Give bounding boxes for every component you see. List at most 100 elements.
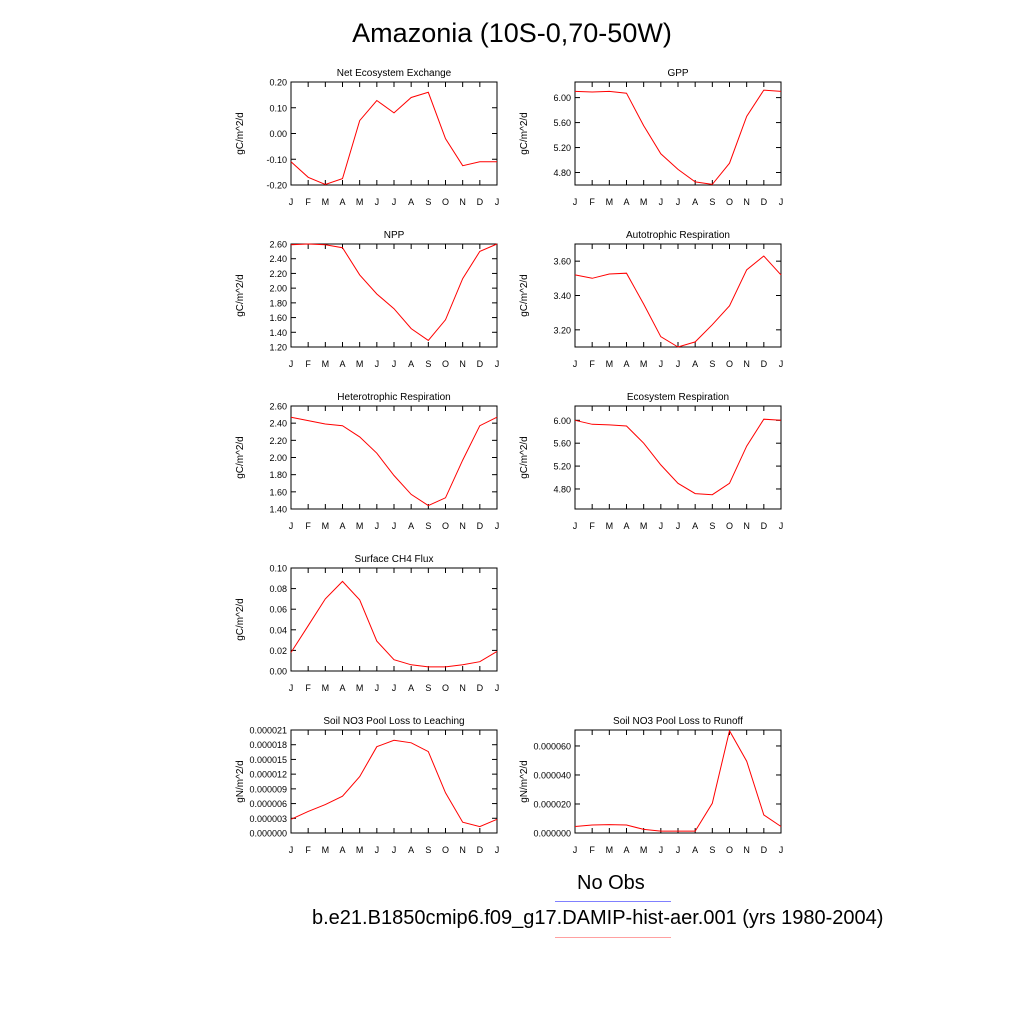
x-tick-label: M	[640, 359, 648, 369]
y-tick-label: 1.80	[269, 470, 287, 480]
x-tick-label: D	[761, 197, 768, 207]
x-tick-label: O	[726, 359, 733, 369]
x-tick-label: J	[375, 521, 380, 531]
x-tick-label: N	[743, 845, 750, 855]
x-tick-label: J	[573, 359, 578, 369]
x-tick-label: J	[676, 197, 681, 207]
x-tick-label: J	[573, 197, 578, 207]
plot-frame	[574, 243, 782, 348]
y-axis-label: gC/m^2/d	[235, 112, 246, 155]
x-tick-label: A	[339, 683, 345, 693]
x-tick-label: J	[573, 521, 578, 531]
x-tick-label: S	[425, 683, 431, 693]
y-tick-label: 0.000018	[249, 740, 287, 750]
x-tick-label: A	[339, 197, 345, 207]
y-tick-label: 2.60	[269, 402, 287, 412]
plot-frame	[290, 729, 498, 834]
x-tick-label: J	[392, 845, 397, 855]
panel-title: Heterotrophic Respiration	[337, 392, 450, 403]
x-tick-label: J	[375, 845, 380, 855]
plot-frame	[574, 729, 782, 834]
x-tick-label: S	[709, 521, 715, 531]
y-tick-label: 2.40	[269, 419, 287, 429]
y-axis-label: gN/m^2/d	[235, 760, 246, 803]
x-tick-label: A	[623, 521, 629, 531]
x-tick-label: M	[606, 359, 614, 369]
y-tick-label: 5.60	[553, 118, 571, 128]
x-tick-label: O	[442, 359, 449, 369]
model-legend-label: b.e21.B1850cmip6.f09_g17.DAMIP-hist-aer.…	[312, 907, 884, 929]
y-tick-label: 1.60	[269, 487, 287, 497]
x-tick-label: J	[676, 359, 681, 369]
x-tick-label: J	[676, 521, 681, 531]
plot-frame	[290, 567, 498, 672]
x-tick-label: M	[356, 845, 364, 855]
y-tick-label: 0.000000	[533, 829, 571, 839]
y-tick-label: 6.00	[553, 416, 571, 426]
y-tick-label: 6.00	[553, 93, 571, 103]
x-tick-label: J	[779, 359, 784, 369]
panel-title: Soil NO3 Pool Loss to Runoff	[613, 716, 743, 727]
x-tick-label: M	[606, 845, 614, 855]
y-tick-label: 1.20	[269, 343, 287, 353]
x-tick-label: N	[743, 359, 750, 369]
series-line	[290, 580, 498, 668]
x-tick-label: J	[659, 359, 664, 369]
panel-title: Autotrophic Respiration	[626, 230, 730, 241]
y-tick-label: 0.000020	[533, 799, 571, 809]
y-tick-label: 0.00	[269, 667, 287, 677]
x-tick-label: J	[659, 197, 664, 207]
y-tick-label: 2.20	[269, 436, 287, 446]
series-line	[290, 739, 498, 828]
y-tick-label: 0.000000	[249, 829, 287, 839]
x-tick-label: N	[459, 521, 466, 531]
x-tick-label: D	[477, 521, 484, 531]
x-tick-label: A	[692, 197, 698, 207]
y-axis-label: gC/m^2/d	[235, 436, 246, 479]
y-tick-label: 0.000012	[249, 770, 287, 780]
x-tick-label: O	[726, 521, 733, 531]
panel-title: Net Ecosystem Exchange	[337, 68, 452, 79]
x-tick-label: S	[425, 845, 431, 855]
x-tick-label: O	[442, 683, 449, 693]
x-tick-label: O	[726, 845, 733, 855]
x-tick-label: A	[692, 359, 698, 369]
obs-legend-label: No Obs	[577, 872, 645, 894]
y-axis-label: gC/m^2/d	[519, 436, 530, 479]
chart-panel-8: Soil NO3 Pool Loss to Leaching gN/m^2/d J F…	[235, 716, 499, 855]
y-tick-label: 0.10	[269, 564, 287, 574]
y-tick-label: 1.60	[269, 313, 287, 323]
x-tick-label: F	[305, 197, 311, 207]
x-tick-label: O	[442, 197, 449, 207]
y-tick-label: 4.80	[553, 168, 571, 178]
x-tick-label: S	[425, 521, 431, 531]
x-tick-label: S	[425, 359, 431, 369]
y-tick-label: 0.000021	[249, 726, 287, 736]
x-tick-label: D	[761, 521, 768, 531]
y-tick-label: 0.000003	[249, 814, 287, 824]
y-tick-label: 1.40	[269, 505, 287, 515]
x-tick-label: M	[356, 359, 364, 369]
panel-title: NPP	[384, 230, 405, 241]
y-tick-label: 3.20	[553, 325, 571, 335]
x-tick-label: S	[425, 197, 431, 207]
x-tick-label: A	[692, 845, 698, 855]
x-tick-label: F	[589, 845, 595, 855]
y-tick-label: 0.04	[269, 625, 287, 635]
x-tick-label: A	[339, 845, 345, 855]
y-axis-label: gC/m^2/d	[519, 112, 530, 155]
y-tick-label: 0.000040	[533, 770, 571, 780]
series-line	[290, 91, 497, 186]
x-tick-label: J	[375, 197, 380, 207]
y-tick-label: 2.20	[269, 269, 287, 279]
y-tick-label: 3.60	[553, 257, 571, 267]
x-tick-label: J	[392, 197, 397, 207]
x-tick-label: D	[761, 845, 768, 855]
series-line	[574, 418, 782, 496]
